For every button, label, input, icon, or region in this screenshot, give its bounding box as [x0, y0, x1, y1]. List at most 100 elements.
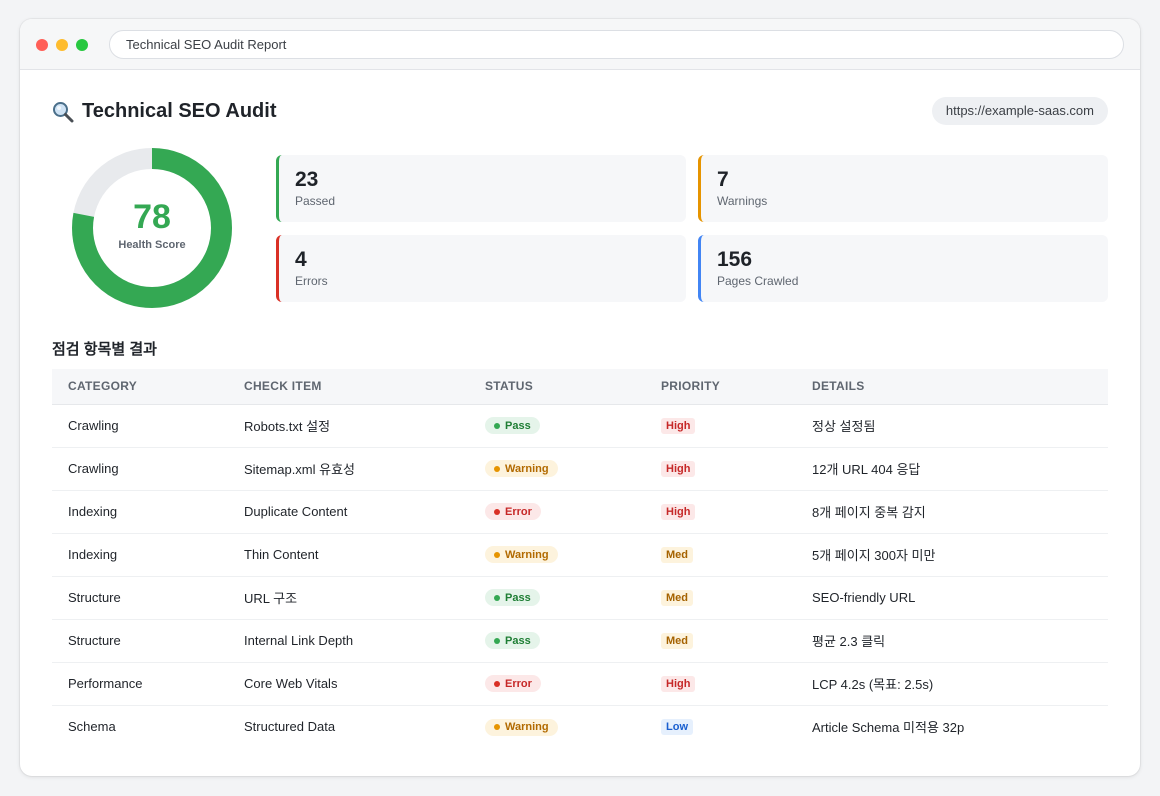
- cell-status: Warning: [469, 533, 645, 576]
- stat-label: Errors: [295, 274, 328, 288]
- status-badge: Error: [485, 675, 541, 693]
- status-text: Pass: [505, 419, 531, 432]
- title-bar: Technical SEO Audit Report: [20, 19, 1140, 70]
- cell-priority: High: [645, 404, 796, 447]
- cell-category: Structure: [68, 633, 121, 648]
- health-score-label: Health Score: [118, 239, 186, 251]
- stat-label: Warnings: [717, 194, 768, 208]
- status-badge: Warning: [485, 460, 558, 478]
- status-dot-icon: [494, 422, 500, 429]
- report-header: Technical SEO Audit https://example-saas…: [52, 70, 1108, 160]
- status-text: Error: [505, 505, 532, 518]
- status-badge: Warning: [485, 546, 558, 564]
- status-text: Pass: [505, 634, 531, 647]
- stat-card-pages-crawled: 156 Pages Crawled: [698, 235, 1108, 302]
- cell-status: Error: [469, 490, 645, 533]
- cell-status: Pass: [469, 404, 645, 447]
- status-badge: Warning: [485, 718, 558, 736]
- cell-details: 평균 2.3 클릭: [812, 634, 886, 649]
- cell-details: Article Schema 미적용 32p: [812, 720, 965, 736]
- report-content: Technical SEO Audit https://example-saas…: [52, 70, 1108, 736]
- column-header-category[interactable]: CATEGORY: [52, 369, 228, 405]
- cell-details: 8개 페이지 중복 감지: [812, 505, 926, 520]
- health-score-value: 78: [133, 198, 171, 236]
- results-section-title: 점검 항목별 결과: [52, 341, 157, 358]
- column-header-details[interactable]: DETAILS: [796, 369, 1108, 405]
- status-badge: Error: [485, 503, 541, 521]
- stat-value: 23: [295, 168, 319, 191]
- cell-check-item: Structured Data: [244, 719, 336, 735]
- cell-category: Structure: [68, 590, 121, 605]
- table-row[interactable]: Crawling Sitemap.xml 유효성 Warning High 12개 UR…: [52, 447, 1108, 490]
- priority-badge: High: [661, 676, 696, 692]
- stat-card-errors: 4 Errors: [276, 235, 686, 302]
- address-bar[interactable]: Technical SEO Audit Report: [109, 30, 1124, 59]
- status-badge: Pass: [485, 632, 540, 650]
- priority-badge: High: [661, 461, 696, 477]
- stat-value: 156: [717, 248, 753, 271]
- status-badge: Pass: [485, 417, 540, 435]
- cell-priority: High: [645, 662, 796, 705]
- stat-value: 4: [295, 248, 307, 271]
- priority-badge: Med: [661, 633, 693, 649]
- table-row[interactable]: Indexing Thin Content Warning Med 5개 페이지 300…: [52, 533, 1108, 576]
- cell-category: Performance: [68, 676, 143, 691]
- maximize-window-button[interactable]: [76, 39, 88, 51]
- priority-badge: Low: [661, 719, 693, 736]
- stat-card-passed: 23 Passed: [276, 155, 686, 222]
- cell-check-item: Robots.txt 설정: [244, 419, 331, 434]
- cell-category: Crawling: [68, 418, 119, 433]
- table-row[interactable]: Crawling Robots.txt 설정 Pass High 정상 설정됨: [52, 404, 1108, 447]
- cell-status: Warning: [469, 447, 645, 490]
- status-text: Warning: [505, 462, 549, 475]
- health-score-gauge: 78 Health Score: [72, 148, 232, 308]
- cell-status: Pass: [469, 619, 645, 662]
- site-url-badge: https://example-saas.com: [931, 97, 1108, 125]
- table-row[interactable]: Schema Structured Data Warning Low Article S…: [52, 705, 1108, 748]
- table-row[interactable]: Indexing Duplicate Content Error High 8개 페이지…: [52, 490, 1108, 533]
- table-row[interactable]: Structure URL 구조 Pass Med SEO-friendly URL: [52, 576, 1108, 619]
- page-title: Technical SEO Audit: [52, 100, 276, 123]
- column-header-status[interactable]: STATUS: [469, 369, 645, 405]
- stat-label: Passed: [295, 194, 336, 208]
- stat-value: 7: [717, 168, 729, 191]
- cell-priority: Med: [645, 619, 796, 662]
- cell-status: Error: [469, 662, 645, 705]
- status-dot-icon: [494, 551, 500, 558]
- priority-badge: High: [661, 504, 696, 520]
- cell-priority: High: [645, 447, 796, 490]
- gauge-progress-arc: [72, 148, 232, 308]
- close-window-button[interactable]: [36, 39, 48, 51]
- stat-label: Pages Crawled: [717, 274, 799, 288]
- status-dot-icon: [494, 508, 500, 515]
- cell-check-item: URL 구조: [244, 591, 298, 606]
- priority-badge: Med: [661, 547, 693, 563]
- cell-status: Warning: [469, 705, 645, 748]
- status-text: Error: [505, 677, 532, 690]
- table-row[interactable]: Structure Internal Link Depth Pass Med 평균 2.…: [52, 619, 1108, 662]
- status-dot-icon: [494, 465, 500, 472]
- cell-status: Pass: [469, 576, 645, 619]
- magnifier-icon: [52, 101, 74, 123]
- stat-card-warnings: 7 Warnings: [698, 155, 1108, 222]
- priority-badge: High: [661, 418, 696, 434]
- status-dot-icon: [494, 637, 500, 644]
- page-title-text: Technical SEO Audit: [82, 100, 277, 122]
- table-row[interactable]: Performance Core Web Vitals Error High LCP 4…: [52, 662, 1108, 705]
- status-text: Warning: [505, 721, 549, 733]
- cell-details: 12개 URL 404 응답: [812, 462, 921, 477]
- status-dot-icon: [494, 680, 500, 687]
- cell-details: 5개 페이지 300자 미만: [812, 548, 936, 563]
- cell-details: SEO-friendly URL: [812, 590, 916, 605]
- cell-category: Indexing: [68, 504, 118, 519]
- cell-priority: Low: [645, 705, 796, 748]
- status-text: Warning: [505, 548, 549, 561]
- column-header-priority[interactable]: PRIORITY: [645, 369, 796, 405]
- minimize-window-button[interactable]: [56, 39, 68, 51]
- column-header-check-item[interactable]: CHECK ITEM: [228, 369, 469, 405]
- cell-category: Indexing: [68, 547, 118, 562]
- cell-details: LCP 4.2s (목표: 2.5s): [812, 677, 934, 692]
- cell-check-item: Internal Link Depth: [244, 633, 354, 648]
- cell-category: Schema: [68, 719, 116, 735]
- summary-stats: 23 Passed 7 Warnings 4 Errors 156 Pages …: [276, 155, 1108, 302]
